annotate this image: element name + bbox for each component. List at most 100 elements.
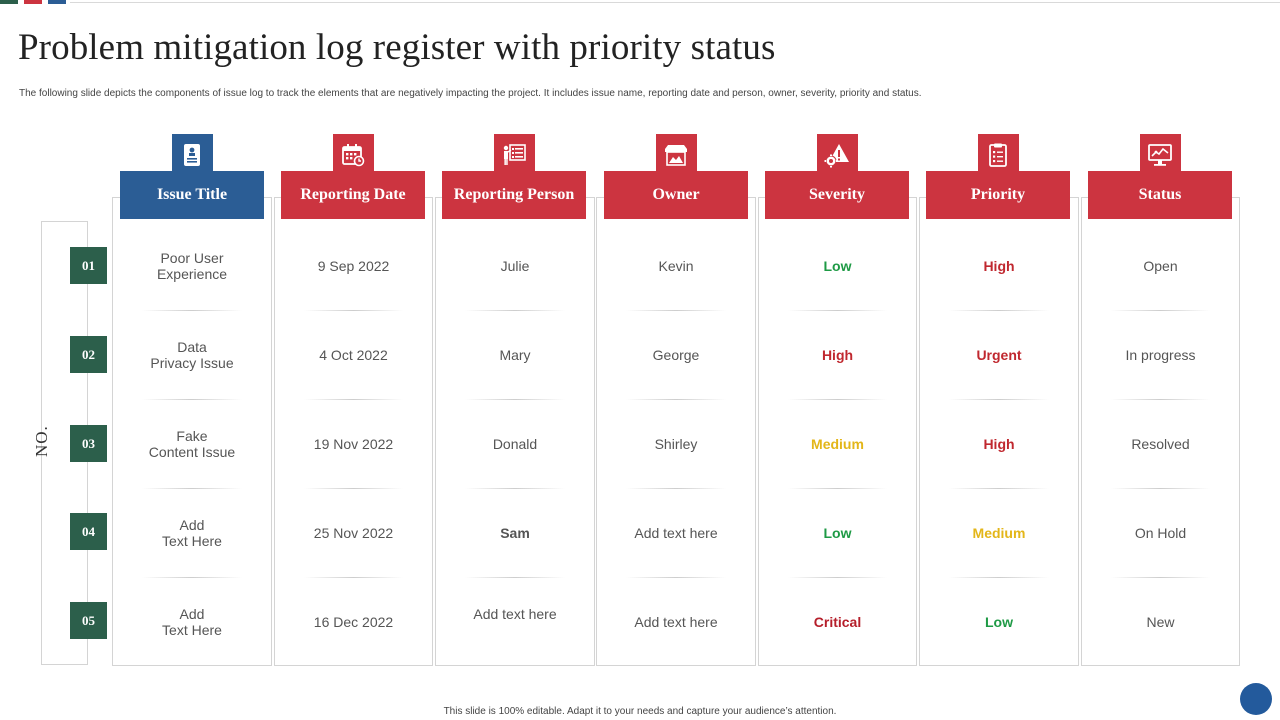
cell-status: Resolved	[1081, 399, 1240, 488]
cell-date-text: 19 Nov 2022	[313, 435, 394, 452]
cell-person: Donald	[435, 399, 595, 488]
cell-severity: Critical	[758, 577, 917, 666]
row-separator	[1111, 488, 1210, 489]
row-separator	[142, 310, 242, 311]
gear-warning-icon	[816, 134, 858, 175]
cell-date: 9 Sep 2022	[274, 221, 433, 310]
cell-person-text: Julie	[500, 257, 530, 274]
id-card-icon	[171, 134, 213, 175]
cell-issue: Add Text Here	[112, 577, 272, 666]
cell-priority-text: High	[983, 257, 1015, 274]
cell-status-text: Open	[1143, 257, 1178, 274]
row-separator	[949, 488, 1049, 489]
row-separator	[142, 399, 242, 400]
column-header-severity: Severity	[765, 171, 909, 219]
column-header-owner: Owner	[604, 171, 748, 219]
row-number-badge: 04	[70, 513, 107, 550]
cell-status-text: Resolved	[1131, 435, 1190, 452]
cell-severity-text: Low	[823, 257, 852, 274]
presenter-board-icon	[493, 134, 535, 175]
row-separator	[626, 310, 726, 311]
cell-issue: Add Text Here	[112, 488, 272, 577]
row-separator	[142, 577, 242, 578]
cell-person-text: Donald	[492, 435, 538, 452]
cell-severity: Medium	[758, 399, 917, 488]
cell-priority: High	[919, 399, 1079, 488]
cell-person-text: Mary	[499, 346, 531, 363]
column-header-person: Reporting Person	[442, 171, 586, 219]
cell-issue: Data Privacy Issue	[112, 310, 272, 399]
cell-priority-text: High	[983, 435, 1015, 452]
row-separator	[949, 399, 1049, 400]
column-header-issue: Issue Title	[120, 171, 264, 219]
cell-owner: Kevin	[596, 221, 756, 310]
cell-priority: Low	[919, 577, 1079, 666]
column-header-priority: Priority	[926, 171, 1070, 219]
row-separator	[788, 577, 887, 578]
row-separator	[304, 399, 403, 400]
cell-date: 19 Nov 2022	[274, 399, 433, 488]
calendar-icon	[332, 134, 374, 175]
row-separator	[465, 399, 565, 400]
cell-priority-text: Urgent	[976, 346, 1022, 363]
footer-note: This slide is 100% editable. Adapt it to…	[443, 706, 837, 717]
cell-severity: High	[758, 310, 917, 399]
cell-owner-text: Shirley	[654, 435, 698, 452]
cell-owner-text: Kevin	[658, 257, 694, 274]
cell-issue-text: Add Text Here	[162, 516, 222, 549]
cell-status-text: In progress	[1125, 346, 1196, 363]
row-separator	[626, 399, 726, 400]
cell-status-text: New	[1146, 613, 1175, 630]
cell-issue-text: Poor User Experience	[156, 249, 228, 282]
cell-owner: George	[596, 310, 756, 399]
row-separator	[1111, 577, 1210, 578]
cell-owner: Add text here	[596, 577, 756, 666]
cell-issue: Poor User Experience	[112, 221, 272, 310]
cell-priority-text: Low	[985, 613, 1013, 630]
cell-status: In progress	[1081, 310, 1240, 399]
cell-severity-text: Low	[823, 524, 852, 541]
cell-owner-text: George	[652, 346, 700, 363]
cell-person-text: Add text here	[473, 605, 557, 622]
cell-date-text: 9 Sep 2022	[317, 257, 390, 274]
row-number-label: NO.	[32, 425, 51, 457]
row-separator	[304, 488, 403, 489]
top-rule	[70, 2, 1280, 3]
page-subtitle: The following slide depicts the componen…	[19, 88, 922, 99]
cell-severity-text: Critical	[813, 613, 862, 630]
cell-issue-text: Add Text Here	[162, 605, 222, 638]
corner-circle-decoration	[1240, 683, 1272, 715]
cell-person: Julie	[435, 221, 595, 310]
cell-date-text: 25 Nov 2022	[313, 524, 394, 541]
row-separator	[626, 577, 726, 578]
cell-issue-text: Fake Content Issue	[148, 427, 236, 460]
row-separator	[465, 310, 565, 311]
checklist-icon	[977, 134, 1019, 175]
page-title: Problem mitigation log register with pri…	[18, 27, 776, 68]
row-separator	[788, 310, 887, 311]
row-number-badge: 05	[70, 602, 107, 639]
row-separator	[465, 577, 565, 578]
cell-severity: Low	[758, 488, 917, 577]
cell-status: Open	[1081, 221, 1240, 310]
row-separator	[142, 488, 242, 489]
row-separator	[465, 488, 565, 489]
cell-severity-text: High	[821, 346, 854, 363]
top-accent-bar	[0, 0, 1280, 4]
cell-date-text: 4 Oct 2022	[319, 346, 388, 363]
cell-severity: Low	[758, 221, 917, 310]
cell-status: On Hold	[1081, 488, 1240, 577]
cell-date-text: 16 Dec 2022	[313, 613, 394, 630]
cell-date: 16 Dec 2022	[274, 577, 433, 666]
row-separator	[949, 310, 1049, 311]
row-separator	[304, 577, 403, 578]
column-header-status: Status	[1088, 171, 1232, 219]
row-number-badge: 03	[70, 425, 107, 462]
cell-owner: Shirley	[596, 399, 756, 488]
accent-block-red	[24, 0, 42, 4]
cell-date: 4 Oct 2022	[274, 310, 433, 399]
cell-priority: High	[919, 221, 1079, 310]
cell-person: Add text here	[435, 577, 595, 666]
monitor-chart-icon	[1139, 134, 1181, 175]
row-separator	[1111, 310, 1210, 311]
